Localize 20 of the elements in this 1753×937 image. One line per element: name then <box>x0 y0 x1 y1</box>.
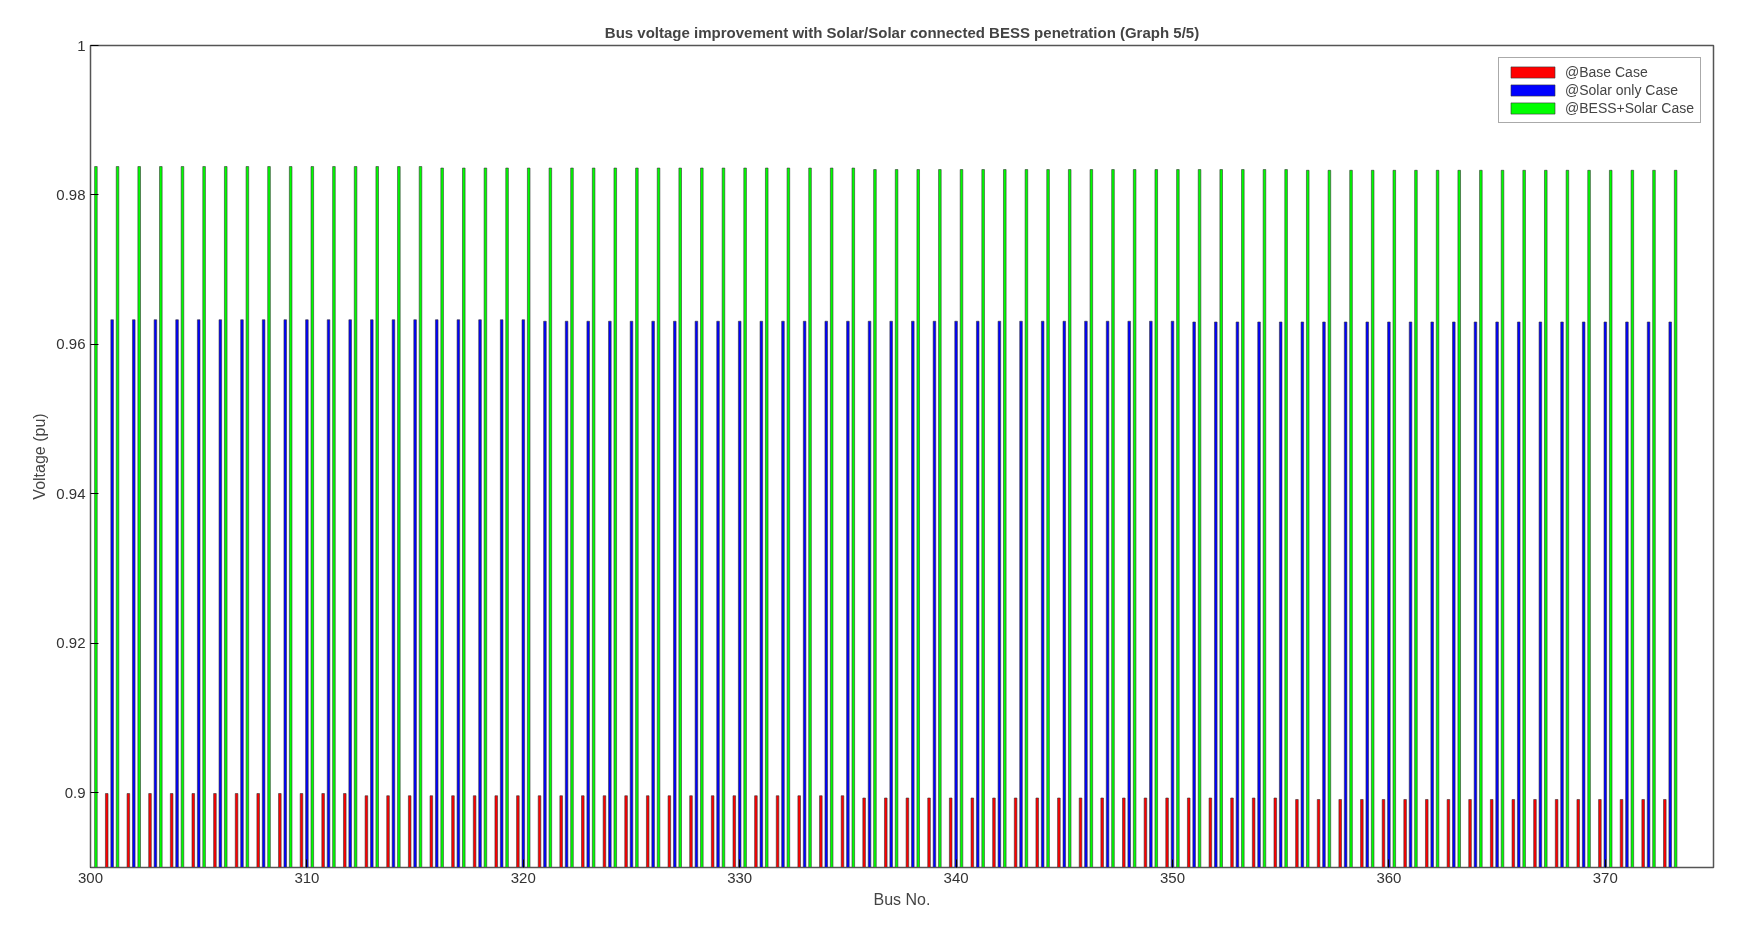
x-tick-label: 360 <box>1376 868 1402 886</box>
y-tick-label: 0.92 <box>56 634 86 652</box>
legend-label: @Solar only Case <box>1565 82 1679 98</box>
chart-title: Bus voltage improvement with Solar/Solar connected BESS penetration (Graph 5/5) <box>604 23 1200 41</box>
y-axis-title: Voltage (pu) <box>31 413 49 500</box>
x-tick-label: 310 <box>294 868 320 886</box>
x-tick-label: 330 <box>727 868 753 886</box>
y-tick-label: 0.98 <box>56 185 86 203</box>
x-tick-label: 350 <box>1159 868 1186 886</box>
y-tick-label: 0.96 <box>56 335 86 353</box>
y-tick-label: 0.94 <box>56 484 86 502</box>
legend-label: @Base Case <box>1565 64 1648 80</box>
x-tick-label: 370 <box>1592 868 1618 886</box>
x-tick-label: 320 <box>510 868 536 886</box>
x-tick-label: 300 <box>77 868 104 886</box>
x-axis-title: Bus No. <box>873 890 931 908</box>
legend-label: @BESS+Solar Case <box>1565 100 1694 116</box>
y-tick-label: 1 <box>77 36 86 54</box>
y-tick-label: 0.9 <box>64 783 86 801</box>
x-tick-label: 340 <box>943 868 969 886</box>
